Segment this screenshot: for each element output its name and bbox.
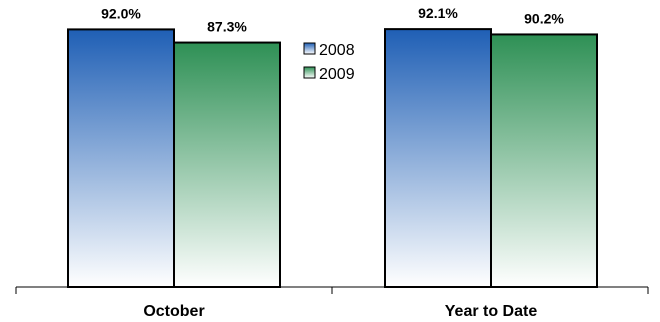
data-label-2009-october: 87.3% <box>207 19 247 35</box>
legend-label-2008: 2008 <box>319 42 355 59</box>
bar-2008-october <box>67 28 175 289</box>
legend-label-2009: 2009 <box>319 66 355 83</box>
category-labels-group: October Year to Date <box>143 303 537 320</box>
legend-swatch-2009 <box>303 66 316 79</box>
data-label-2009-year-to-date: 90.2% <box>524 10 564 26</box>
legend: 2008 2009 <box>303 42 355 83</box>
legend-swatch-2008 <box>303 42 316 55</box>
data-labels-group: 92.0% 87.3% 92.1% 90.2% <box>101 5 564 34</box>
category-label-october: October <box>143 303 204 320</box>
bar-2009-october <box>173 41 281 289</box>
bar-2008-year-to-date <box>384 28 492 289</box>
bar-2009-year-to-date <box>490 33 598 288</box>
data-label-2008-october: 92.0% <box>101 5 141 21</box>
category-label-year-to-date: Year to Date <box>445 303 538 320</box>
bars-group <box>67 28 598 289</box>
data-label-2008-year-to-date: 92.1% <box>418 5 458 21</box>
